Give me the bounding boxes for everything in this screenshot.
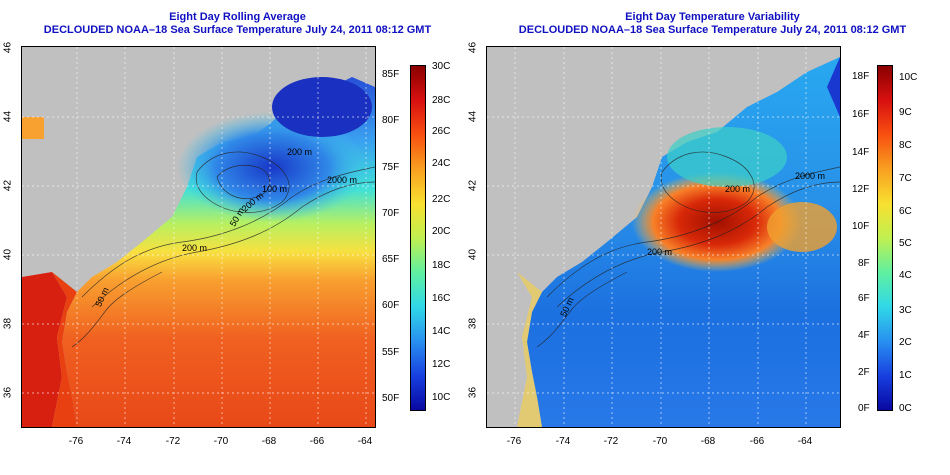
lon-tick: -72: [165, 436, 181, 447]
colorbar-c-tick: 9C: [899, 107, 912, 118]
colorbar-f-tick: 18F: [852, 71, 870, 82]
colorbar-c-tick: 8C: [899, 140, 912, 151]
lat-tick: 44: [467, 110, 479, 123]
colorbar-c-tick: 20C: [432, 226, 451, 237]
temperature-colorbar: [410, 65, 426, 411]
lat-tick: 38: [467, 317, 479, 330]
sst-variability-panel: Eight Day Temperature Variability DECLOU…: [468, 0, 950, 475]
lon-tick: -70: [652, 436, 668, 447]
sst-variability-map: 50 m 200 m 2000 m 200 m: [486, 46, 841, 428]
lon-tick: -66: [749, 436, 765, 447]
lat-tick: 40: [2, 248, 14, 261]
colorbar-f-tick: 4F: [858, 330, 870, 341]
colorbar-c-tick: 22C: [432, 194, 451, 205]
colorbar-f-tick: 0F: [858, 403, 870, 414]
colorbar-f-tick: 2F: [858, 367, 870, 378]
lon-tick: -76: [506, 436, 522, 447]
contour-label: 200 m: [725, 184, 751, 194]
lat-tick: 36: [2, 386, 14, 399]
lon-tick: -70: [213, 436, 229, 447]
contour-label: 100 m: [262, 184, 288, 194]
lat-tick: 44: [2, 110, 14, 123]
lat-tick: 36: [467, 386, 479, 399]
panel-title: Eight Day Temperature Variability: [625, 11, 800, 23]
colorbar-f-tick: 6F: [858, 293, 870, 304]
lon-tick: -74: [555, 436, 571, 447]
colorbar-c-tick: 5C: [899, 238, 912, 249]
colorbar-f-tick: 14F: [852, 147, 870, 158]
colorbar-c-tick: 10C: [899, 72, 918, 83]
contour-label: 200 m: [647, 247, 673, 257]
colorbar-c-tick: 24C: [432, 158, 451, 169]
colorbar-c-tick: 28C: [432, 95, 451, 106]
lon-tick: -68: [261, 436, 277, 447]
contour-label: 200 m: [287, 147, 313, 157]
colorbar-f-tick: 85F: [382, 69, 400, 80]
sst-average-panel: Eight Day Rolling Average DECLOUDED NOAA…: [2, 11, 451, 447]
colorbar-f-tick: 10F: [852, 221, 870, 232]
lon-tick: -72: [603, 436, 619, 447]
colorbar-f-tick: 80F: [382, 115, 400, 126]
colorbar-f-tick: 65F: [382, 254, 400, 265]
colorbar-f-tick: 16F: [852, 109, 870, 120]
colorbar-c-tick: 0C: [899, 403, 912, 414]
lat-tick: 40: [467, 248, 479, 261]
colorbar-c-tick: 4C: [899, 270, 912, 281]
lon-tick: -74: [116, 436, 132, 447]
sst-average-map: 50 m 200 m 2000 m 200 m 50 m 200 m 100 m: [21, 46, 376, 428]
panel-subtitle: DECLOUDED NOAA–18 Sea Surface Temperatur…: [43, 24, 432, 36]
colorbar-c-tick: 18C: [432, 260, 451, 271]
colorbar-c-tick: 14C: [432, 326, 451, 337]
contour-label: 2000 m: [795, 171, 826, 181]
lat-tick: 46: [2, 41, 14, 54]
colorbar-f-tick: 70F: [382, 208, 400, 219]
colorbar-c-tick: 7C: [899, 173, 912, 184]
colorbar-f-tick: 75F: [382, 162, 400, 173]
colorbar-c-tick: 26C: [432, 126, 451, 137]
colorbar-c-tick: 30C: [432, 61, 451, 72]
lat-tick: 46: [467, 41, 479, 54]
lon-tick: -68: [700, 436, 716, 447]
colorbar-f-tick: 50F: [382, 393, 400, 404]
colorbar-f-tick: 60F: [382, 300, 400, 311]
lat-tick: 42: [467, 179, 479, 192]
colorbar-c-tick: 3C: [899, 305, 912, 316]
colorbar-c-tick: 6C: [899, 206, 912, 217]
variability-colorbar: [877, 65, 893, 411]
lon-tick: -64: [357, 436, 373, 447]
lon-tick: -64: [797, 436, 813, 447]
lat-tick: 38: [2, 317, 14, 330]
lon-tick: -76: [68, 436, 84, 447]
panel-subtitle: DECLOUDED NOAA–18 Sea Surface Temperatur…: [518, 24, 907, 36]
contour-label: 200 m: [182, 243, 208, 253]
panel-title: Eight Day Rolling Average: [169, 11, 306, 23]
colorbar-f-tick: 8F: [858, 258, 870, 269]
colorbar-c-tick: 2C: [899, 337, 912, 348]
colorbar-c-tick: 1C: [899, 370, 912, 381]
lat-tick: 42: [2, 179, 14, 192]
contour-label: 2000 m: [327, 175, 358, 185]
colorbar-c-tick: 10C: [432, 392, 451, 403]
colorbar-f-tick: 55F: [382, 347, 400, 358]
colorbar-f-tick: 12F: [852, 184, 870, 195]
colorbar-c-tick: 12C: [432, 359, 451, 370]
colorbar-c-tick: 16C: [432, 293, 451, 304]
lon-tick: -66: [309, 436, 325, 447]
